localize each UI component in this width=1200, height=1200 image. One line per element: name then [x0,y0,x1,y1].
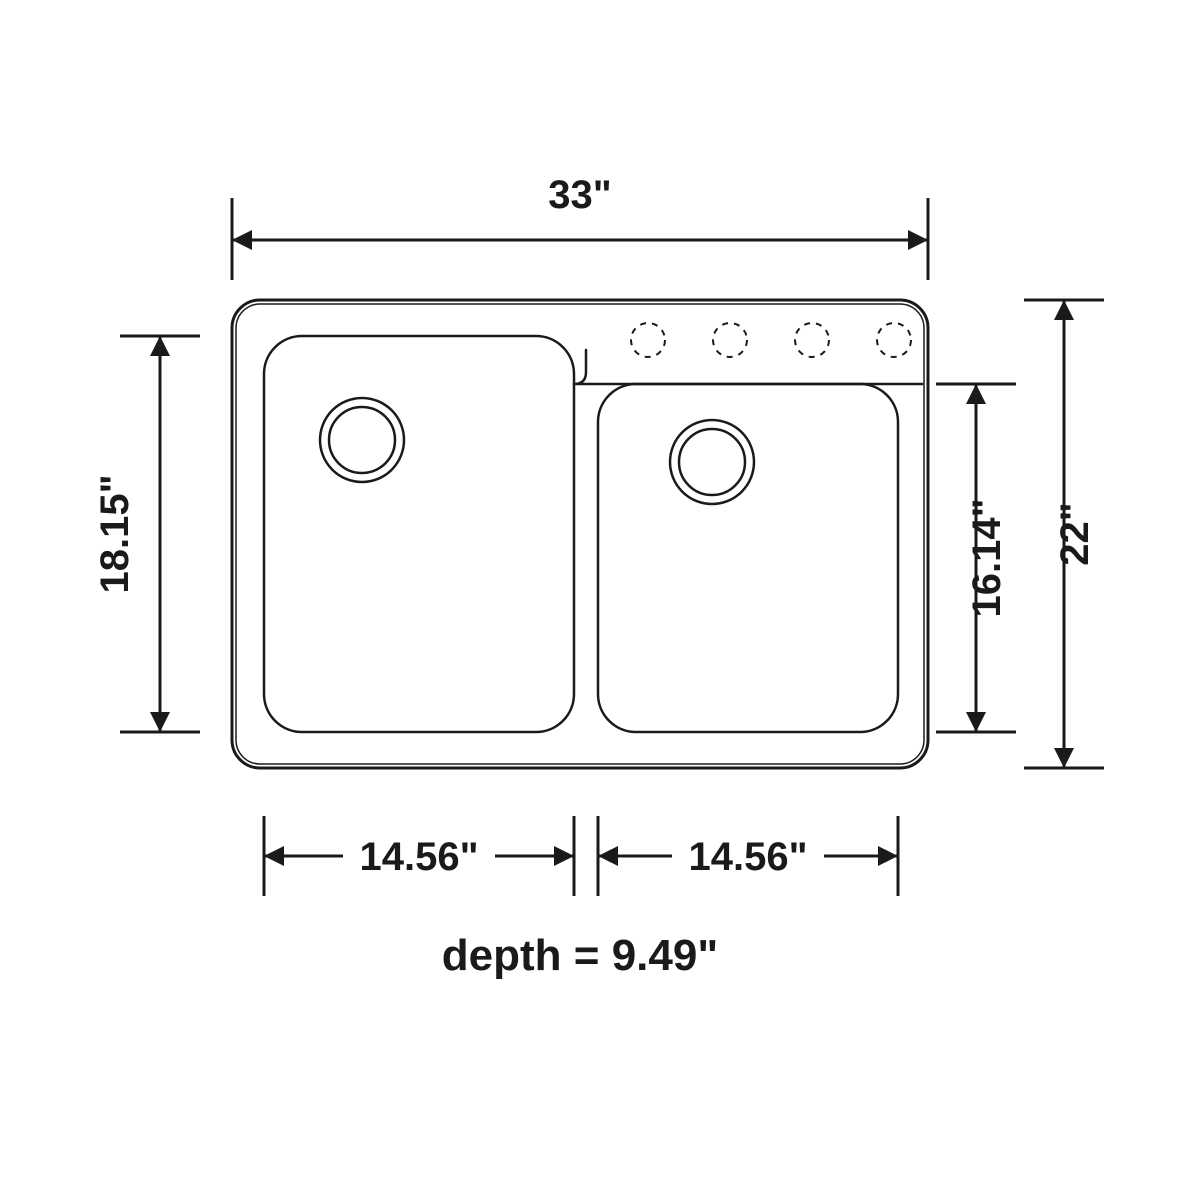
sink-outer-rim [232,300,928,768]
faucet-hole-3 [795,323,829,357]
faucet-hole-4 [877,323,911,357]
faucet-hole-1 [631,323,665,357]
dimension-vertical: 16.14" [936,384,1016,732]
left-drain-inner [329,407,395,473]
faucet-ledge-edge [574,350,922,384]
sink-dimension-diagram: 33" 22" 18.15" 16.14" 14.56" 14.56" depth = 9.… [0,0,1200,1200]
sink-outer-rim-inner [236,304,924,764]
dimension-label: 18.15" [93,474,137,593]
dimension-vertical: 22" [1024,300,1104,768]
dimension-label: 14.56" [359,835,478,879]
dimension-horizontal: 33" [232,173,928,280]
dimension-vertical: 18.15" [93,336,200,732]
dimension-label: 14.56" [688,835,807,879]
dimension-label: 33" [548,173,611,217]
dimension-horizontal: 14.56" [598,816,898,896]
dimension-label: 16.14" [965,498,1009,617]
dimension-label: 22" [1053,502,1097,565]
left-drain [320,398,404,482]
left-bowl [264,336,574,732]
right-bowl [598,384,898,732]
dimension-horizontal: 14.56" [264,816,574,896]
depth-label: depth = 9.49" [442,931,718,980]
right-drain [670,420,754,504]
faucet-hole-2 [713,323,747,357]
right-drain-inner [679,429,745,495]
